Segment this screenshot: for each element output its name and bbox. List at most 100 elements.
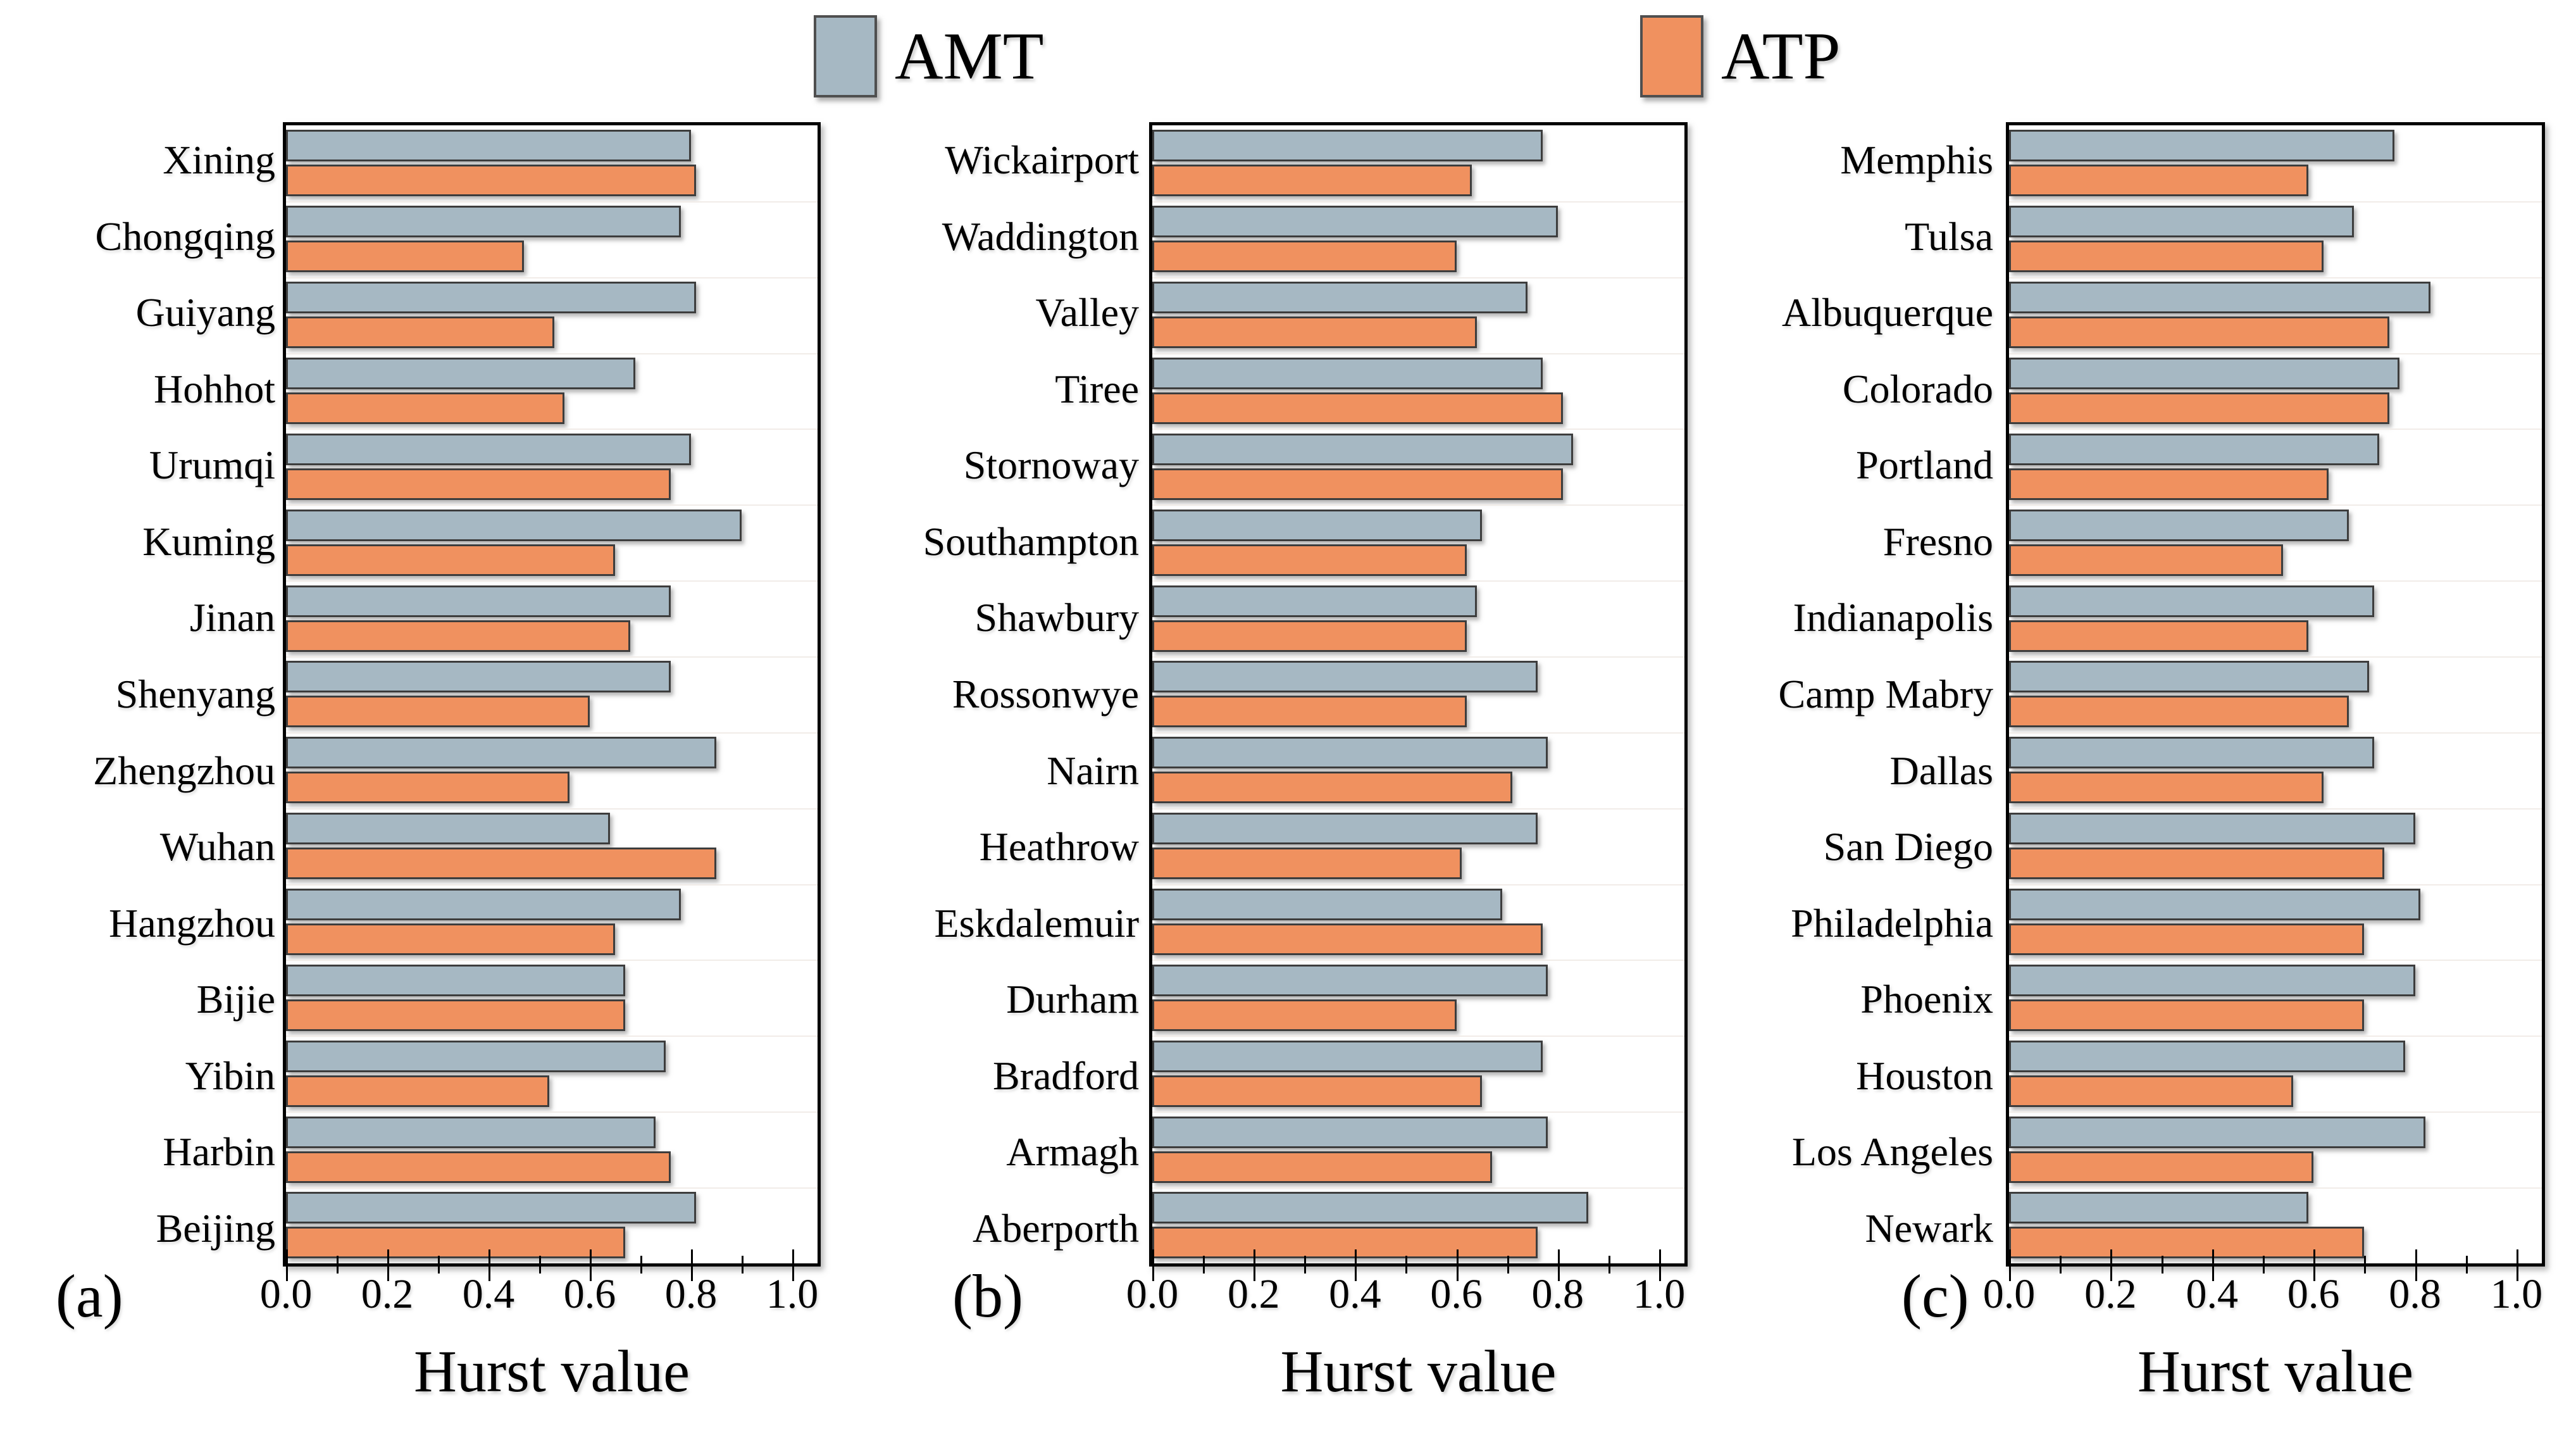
minor-tick (1507, 1256, 1509, 1263)
major-tick (387, 1249, 389, 1263)
atp-bar-Kuming (286, 544, 615, 576)
minor-tick-outside (640, 1265, 642, 1273)
group-gridline (286, 732, 818, 734)
city-label: Bradford (992, 1053, 1139, 1098)
bar-group-Zhengzhou (286, 732, 818, 808)
atp-bar-Stornoway (1152, 468, 1563, 500)
minor-tick-outside (2364, 1265, 2367, 1273)
group-gridline (286, 504, 818, 506)
city-label: Heathrow (979, 824, 1139, 870)
group-gridline (1152, 504, 1684, 506)
group-gridline (2009, 732, 2542, 734)
bar-group-Southampton (1152, 504, 1684, 580)
group-gridline (286, 808, 818, 810)
bar-group-Hohhot (286, 353, 818, 429)
bar-group-Nairn (1152, 732, 1684, 808)
bar-group-Rossonwye (1152, 656, 1684, 732)
major-tick (1355, 1249, 1357, 1263)
x-tick-label: 0.2 (1227, 1271, 1280, 1317)
bar-group-Guiyang (286, 277, 818, 353)
bar-group-Portland (2009, 429, 2542, 504)
major-tick-outside (1254, 1265, 1256, 1281)
amt-bar-Durham (1152, 964, 1548, 996)
atp-bar-Jinan (286, 620, 630, 652)
atp-bar-Dallas (2009, 772, 2324, 804)
minor-tick-outside (1405, 1265, 1408, 1273)
amt-bar-Yibin (286, 1040, 666, 1072)
amt-bar-Valley (1152, 282, 1528, 314)
x-axis-title-a: Hurst value (414, 1339, 690, 1405)
atp-bar-Eskdalemuir (1152, 923, 1543, 956)
atp-bar-San Diego (2009, 848, 2385, 880)
amt-bar-San Diego (2009, 813, 2415, 845)
major-tick (691, 1249, 693, 1263)
city-label: Newark (1865, 1205, 1993, 1251)
amt-bar-Los Angeles (2009, 1116, 2425, 1148)
city-label: Shenyang (115, 671, 275, 716)
x-tick-label: 1.0 (766, 1271, 819, 1317)
city-label: Albuquerque (1781, 290, 1993, 335)
amt-bar-Armagh (1152, 1116, 1548, 1148)
minor-tick-outside (1608, 1265, 1610, 1273)
atp-bar-Xining (286, 165, 696, 197)
atp-bar-Valley (1152, 316, 1477, 349)
bar-group-Shenyang (286, 656, 818, 732)
atp-bar-Waddington (1152, 241, 1457, 273)
minor-tick-outside (438, 1265, 440, 1273)
group-gridline (2009, 201, 2542, 203)
city-label: Phoenix (1860, 977, 1993, 1022)
bar-group-Tiree (1152, 353, 1684, 429)
bar-group-Yibin (286, 1036, 818, 1111)
minor-tick (438, 1256, 440, 1263)
atp-bar-Fresno (2009, 544, 2284, 576)
legend-item-atp: ATP (1640, 15, 1841, 97)
city-label: Hangzhou (108, 900, 275, 946)
city-label: Harbin (163, 1129, 275, 1175)
amt-bar-Nairn (1152, 737, 1548, 769)
major-tick (2110, 1249, 2113, 1263)
bar-group-Shawbury (1152, 580, 1684, 656)
city-label: Indianapolis (1793, 595, 1993, 641)
bar-group-Wickairport (1152, 125, 1684, 201)
major-tick-outside (488, 1265, 490, 1281)
group-gridline (1152, 277, 1684, 278)
city-label: Los Angeles (1791, 1129, 1993, 1175)
group-gridline (286, 960, 818, 961)
amt-bar-Phoenix (2009, 964, 2415, 996)
x-tick-label: 1.0 (1633, 1271, 1686, 1317)
x-tick-label: 0.2 (2084, 1271, 2137, 1317)
bar-group-Aberporth (1152, 1187, 1684, 1263)
x-tick-label: 0.6 (563, 1271, 616, 1317)
city-label: Philadelphia (1791, 900, 1993, 946)
minor-tick (1405, 1256, 1408, 1263)
group-gridline (2009, 504, 2542, 506)
minor-tick (2465, 1256, 2468, 1263)
x-tick-label: 0.4 (462, 1271, 515, 1317)
city-label: Armagh (1006, 1129, 1139, 1175)
x-tick-label: 0.6 (1430, 1271, 1483, 1317)
city-label: Tulsa (1905, 213, 1993, 259)
group-gridline (2009, 1036, 2542, 1037)
group-gridline (1152, 1036, 1684, 1037)
city-label: Wickairport (945, 137, 1139, 183)
atp-bar-Bradford (1152, 1075, 1482, 1107)
x-tick-label: 0.0 (1126, 1271, 1179, 1317)
amt-bar-Zhengzhou (286, 737, 716, 769)
group-gridline (2009, 353, 2542, 354)
atp-bar-Chongqing (286, 241, 524, 273)
group-gridline (1152, 960, 1684, 961)
major-tick (2313, 1249, 2316, 1263)
bar-group-Albuquerque (2009, 277, 2542, 353)
amt-bar-Tulsa (2009, 206, 2355, 238)
bar-group-Tulsa (2009, 201, 2542, 277)
city-label: Tiree (1055, 366, 1139, 411)
minor-tick (2364, 1256, 2367, 1263)
minor-tick-outside (337, 1265, 339, 1273)
group-gridline (1152, 353, 1684, 354)
atp-bar-Albuquerque (2009, 316, 2390, 349)
major-tick (1254, 1249, 1256, 1263)
amt-legend-label: AMT (895, 19, 1044, 93)
atp-bar-Tulsa (2009, 241, 2324, 273)
major-tick (792, 1249, 794, 1263)
